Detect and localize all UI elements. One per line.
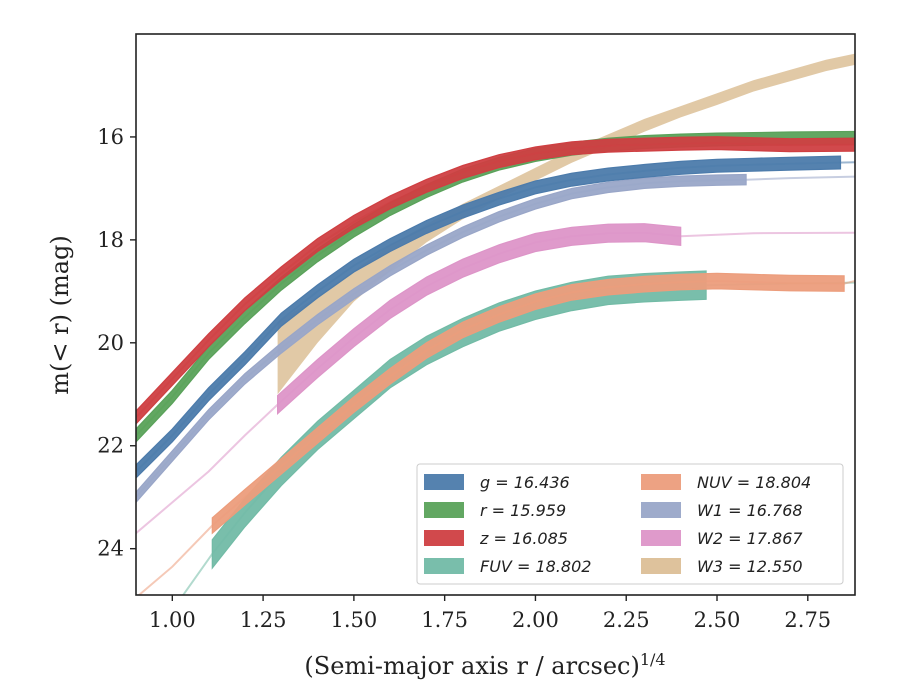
series-z-band [136, 136, 855, 425]
y-tick-label: 16 [97, 125, 124, 149]
legend-label: FUV = 18.802 [480, 557, 591, 576]
x-axis-label: (Semi-major axis r / arcsec)1/4 [304, 650, 665, 680]
y-axis: 16 18 20 22 24 [97, 125, 136, 561]
x-tick-label: 1.25 [240, 608, 287, 632]
y-tick-label: 18 [97, 228, 124, 252]
x-axis: 1.00 1.25 1.50 1.75 2.00 2.25 2.50 2.75 [149, 595, 831, 632]
series-nuv-band [211, 272, 845, 535]
legend-label: W3 = 12.550 [697, 557, 803, 576]
series-w2 [136, 223, 855, 534]
y-tick-label: 22 [97, 434, 124, 458]
legend-swatch [424, 474, 464, 490]
legend-swatch [424, 558, 464, 574]
legend-label: W2 = 17.867 [697, 529, 803, 548]
x-tick-label: 2.25 [603, 608, 650, 632]
y-axis-label: m(< r) (mag) [46, 235, 74, 394]
legend: g = 16.436 r = 15.959 z = 16.085 FUV = 18.8… [416, 463, 844, 585]
series-w2-band [277, 223, 682, 415]
y-tick-label: 24 [97, 537, 124, 561]
legend-label: r = 15.959 [480, 501, 566, 520]
y-tick-label: 20 [97, 331, 124, 355]
series-g [136, 155, 855, 479]
legend-swatch [641, 530, 681, 546]
legend-label: g = 16.436 [480, 473, 570, 492]
legend-frame [416, 463, 844, 585]
legend-label: z = 16.085 [479, 529, 568, 548]
legend-swatch [641, 502, 681, 518]
x-tick-label: 1.50 [330, 608, 377, 632]
series-w1 [136, 173, 855, 504]
legend-swatch [641, 558, 681, 574]
series-nuv [137, 272, 855, 595]
series-layer [136, 53, 855, 595]
series-w1-band [136, 173, 747, 504]
x-tick-label: 1.75 [421, 608, 468, 632]
x-tick-label: 1.00 [149, 608, 196, 632]
series-g-band [136, 155, 842, 479]
x-tick-label: 2.00 [512, 608, 559, 632]
legend-swatch [424, 502, 464, 518]
series-z [136, 136, 855, 425]
x-tick-label: 2.75 [784, 608, 831, 632]
legend-label: NUV = 18.804 [697, 473, 811, 492]
legend-swatch [641, 474, 681, 490]
legend-swatch [424, 530, 464, 546]
plot-frame [135, 33, 856, 596]
legend-label: W1 = 16.768 [697, 501, 803, 520]
x-tick-label: 2.50 [694, 608, 741, 632]
